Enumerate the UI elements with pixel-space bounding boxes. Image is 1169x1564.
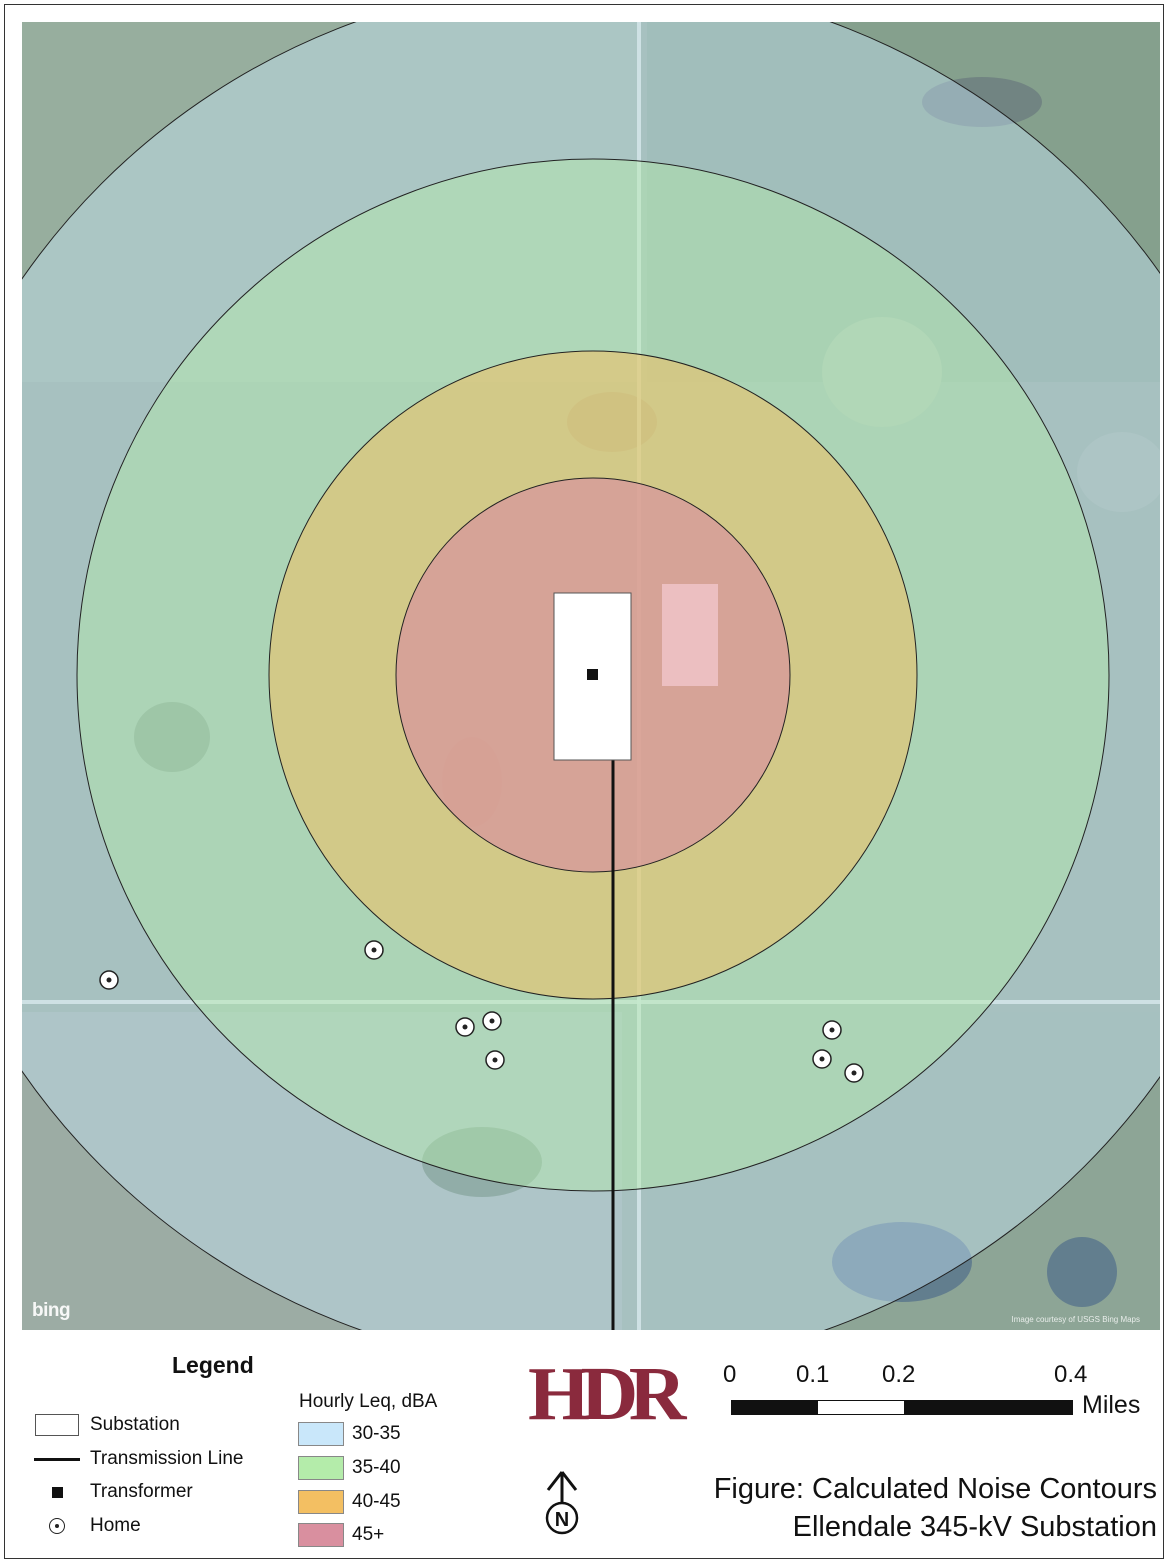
figure-title-line-1: Figure: Calculated Noise Contours <box>713 1473 1157 1505</box>
contour-label: 45+ <box>352 1524 385 1545</box>
north-letter: N <box>555 1509 569 1531</box>
north-arrow-icon: N <box>542 1468 582 1545</box>
contour-label: 35-40 <box>352 1457 401 1478</box>
legend-label: Transformer <box>90 1481 193 1502</box>
legend-title: Legend <box>172 1352 254 1378</box>
existing-substation-pad <box>662 584 718 686</box>
legend-label: Home <box>90 1515 141 1536</box>
noise-contour-map: bing Image courtesy of USGS Bing Maps <box>22 22 1160 1330</box>
contour-item-35-40: 35-40 <box>298 1455 401 1481</box>
home-marker <box>844 1063 864 1083</box>
hdr-logo: HDR <box>528 1352 686 1436</box>
scale-tick-label: 0.2 <box>882 1361 916 1388</box>
transformer <box>587 669 598 680</box>
bing-logo: bing <box>32 1300 71 1321</box>
substation-symbol <box>34 1413 80 1437</box>
home-symbol <box>34 1514 80 1538</box>
legend-label: Substation <box>90 1414 180 1435</box>
contour-label: 40-45 <box>352 1491 401 1512</box>
homes <box>99 940 864 1083</box>
legend-item-transmission-line: Transmission Line <box>34 1447 243 1471</box>
home-marker <box>822 1020 842 1040</box>
scale-bar <box>731 1400 1073 1415</box>
swatch <box>298 1523 344 1547</box>
home-marker <box>364 940 384 960</box>
contour-legend-title: Hourly Leq, dBA <box>299 1391 438 1412</box>
imagery-credit: Image courtesy of USGS Bing Maps <box>1011 1315 1141 1324</box>
scale-unit: Miles <box>1082 1391 1141 1419</box>
scale-tick-label: 0 <box>723 1361 737 1388</box>
contour-item-40-45: 40-45 <box>298 1489 401 1515</box>
legend-item-home: Home <box>34 1514 141 1538</box>
home-marker <box>99 970 119 990</box>
contour-item-30-35: 30-35 <box>298 1421 401 1447</box>
map-canvas <box>22 22 1160 1330</box>
swatch <box>298 1456 344 1480</box>
contour-label: 30-35 <box>352 1423 401 1444</box>
legend-label: Transmission Line <box>90 1448 244 1469</box>
swatch <box>298 1422 344 1446</box>
home-marker <box>482 1011 502 1031</box>
scale-tick-label: 0.1 <box>796 1361 830 1388</box>
scale-tick-label: 0.4 <box>1054 1361 1088 1388</box>
home-marker <box>485 1050 505 1070</box>
transformer-symbol <box>34 1480 80 1504</box>
legend-item-substation: Substation <box>34 1413 180 1437</box>
contour-item-45-plus: 45+ <box>298 1522 384 1548</box>
home-marker <box>812 1049 832 1069</box>
figure-title-line-2: Ellendale 345-kV Substation <box>792 1511 1157 1543</box>
swatch <box>298 1490 344 1514</box>
legend-item-transformer: Transformer <box>34 1480 193 1504</box>
home-marker <box>455 1017 475 1037</box>
transmission-line-symbol <box>34 1447 80 1471</box>
